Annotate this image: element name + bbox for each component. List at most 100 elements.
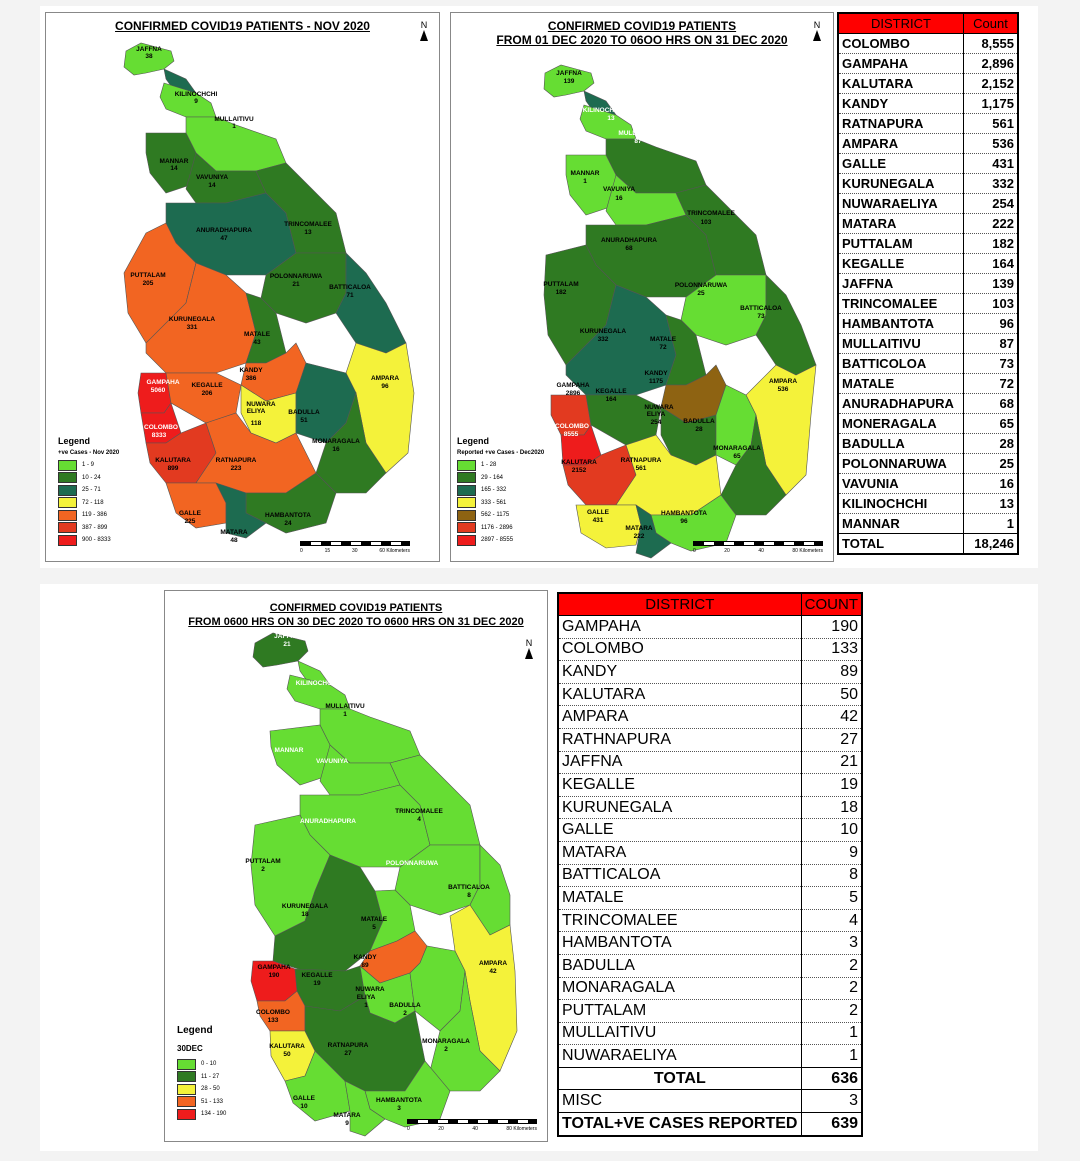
svg-text:47: 47 — [220, 235, 228, 242]
legend-item: 10 - 24 — [58, 472, 119, 485]
svg-text:164: 164 — [606, 396, 617, 403]
table-row: HAMBANTOTA 96 — [838, 313, 1018, 334]
svg-text:HAMBANTOTA: HAMBANTOTA — [265, 512, 311, 519]
svg-text:1: 1 — [364, 1002, 368, 1009]
legend-label: 72 - 118 — [82, 499, 104, 506]
district-count: 5 — [800, 886, 862, 910]
district-name: HAMBANTOTA — [838, 313, 964, 334]
table-row: JAFFNA 139 — [838, 273, 1018, 294]
district-count: 4 — [800, 909, 862, 933]
legend-item: 25 - 71 — [58, 484, 119, 497]
svg-text:536: 536 — [778, 386, 789, 393]
district-jaffna — [543, 64, 595, 98]
svg-text:MONARAGALA: MONARAGALA — [422, 1038, 470, 1045]
svg-text:16: 16 — [332, 446, 340, 453]
legend-swatch — [177, 1058, 196, 1070]
svg-text:KALUTARA: KALUTARA — [561, 459, 597, 466]
table-row: MATALE 5 — [558, 886, 862, 910]
legend-item: 900 - 8333 — [58, 534, 119, 547]
legend-subtitle: +ve Cases - Nov 2020 — [58, 450, 120, 456]
svg-text:87: 87 — [634, 138, 642, 145]
district-count: 8 — [800, 864, 862, 888]
legend-label: 165 - 332 — [481, 487, 507, 494]
svg-text:AMPARA: AMPARA — [769, 378, 797, 385]
legend-label: 1176 - 2896 — [481, 524, 513, 531]
map-dec-2020: CONFIRMED COVID19 PATIENTS FROM 01 DEC 20… — [450, 12, 834, 562]
svg-text:AMPARA: AMPARA — [479, 960, 507, 967]
legend-label: 562 - 1175 — [481, 512, 510, 519]
district-matara — [215, 482, 267, 539]
grand-total-value: 639 — [800, 1112, 862, 1136]
misc-label: MISC — [558, 1089, 802, 1114]
svg-text:2: 2 — [403, 1010, 407, 1017]
legend-item: 11 - 27 — [177, 1071, 226, 1084]
map-nov-2020: CONFIRMED COVID19 PATIENTS - NOV 2020 N — [45, 12, 440, 562]
district-name: MANNAR — [838, 513, 964, 534]
svg-text:MANNAR: MANNAR — [571, 170, 600, 177]
legend-label: 134 - 190 — [201, 1111, 227, 1118]
district-count: 72 — [963, 373, 1018, 394]
svg-text:GAMPAHA: GAMPAHA — [556, 382, 589, 389]
table-row: VAVUNIA 16 — [838, 473, 1018, 494]
legend-title: Legend — [177, 1025, 213, 1036]
district-name: RATHNAPURA — [558, 728, 802, 752]
district-name: GALLE — [838, 153, 964, 174]
svg-text:VAVUNIYA: VAVUNIYA — [196, 174, 228, 181]
table-row: GAMPAHA 190 — [558, 615, 862, 639]
svg-text:ELIYA: ELIYA — [247, 408, 266, 415]
district-name: RATNAPURA — [838, 113, 964, 134]
svg-text:72: 72 — [659, 344, 667, 351]
svg-text:71: 71 — [346, 292, 354, 299]
svg-text:KURUNEGALA: KURUNEGALA — [580, 328, 627, 335]
table-row: RATNAPURA 561 — [838, 113, 1018, 134]
district-count: 9 — [800, 841, 862, 865]
legend-swatch — [457, 484, 476, 496]
district-count: 18 — [800, 796, 862, 820]
district-name: KALUTARA — [558, 683, 802, 707]
svg-text:27: 27 — [344, 1050, 352, 1057]
district-name: KILINOCHCHI — [838, 493, 964, 514]
svg-text:206: 206 — [202, 390, 213, 397]
district-name: JAFFNA — [558, 751, 802, 775]
svg-text:118: 118 — [251, 420, 262, 427]
svg-text:POLONNARUWA: POLONNARUWA — [675, 282, 728, 289]
svg-text:KILINOCHCHI: KILINOCHCHI — [175, 91, 218, 98]
district-count: 28 — [963, 433, 1018, 454]
legend-item: 562 - 1175 — [457, 509, 544, 522]
svg-text:2: 2 — [261, 866, 265, 873]
district-matara — [635, 504, 672, 559]
svg-text:ANURADHAPURA: ANURADHAPURA — [196, 227, 252, 234]
table-row: KEGALLE 19 — [558, 773, 862, 797]
district-count: 21 — [800, 751, 862, 775]
legend-title: Legend — [58, 436, 91, 446]
scale-bar: 0 15 30 60 Kilometers — [300, 541, 410, 554]
svg-text:42: 42 — [489, 968, 497, 975]
district-count: 65 — [963, 413, 1018, 434]
table-row: KANDY 1,175 — [838, 93, 1018, 114]
total-value: 18,246 — [963, 533, 1018, 554]
svg-text:MANNAR: MANNAR — [275, 747, 304, 754]
legend-item: 72 - 118 — [58, 497, 119, 510]
table-row: BATTICOLOA 73 — [838, 353, 1018, 374]
district-galle — [165, 482, 227, 529]
district-count: 139 — [963, 273, 1018, 294]
district-count: 190 — [800, 615, 862, 639]
legend-item: 134 - 190 — [177, 1108, 226, 1121]
district-name: NUWARAELIYA — [838, 193, 964, 214]
district-count: 561 — [963, 113, 1018, 134]
svg-text:223: 223 — [231, 465, 242, 472]
svg-text:222: 222 — [634, 533, 645, 540]
district-name: MATALE — [558, 886, 802, 910]
svg-text:51: 51 — [300, 417, 308, 424]
svg-text:8555: 8555 — [564, 431, 579, 438]
legend-swatch — [58, 472, 77, 484]
svg-text:431: 431 — [593, 517, 604, 524]
misc-value: 3 — [800, 1089, 862, 1114]
legend-label: 333 - 561 — [481, 499, 507, 506]
svg-text:GALLE: GALLE — [293, 1095, 316, 1102]
table-row: HAMBANTOTA 3 — [558, 931, 862, 955]
district-count: 222 — [963, 213, 1018, 234]
svg-text:POLONNARUWA: POLONNARUWA — [270, 273, 323, 280]
